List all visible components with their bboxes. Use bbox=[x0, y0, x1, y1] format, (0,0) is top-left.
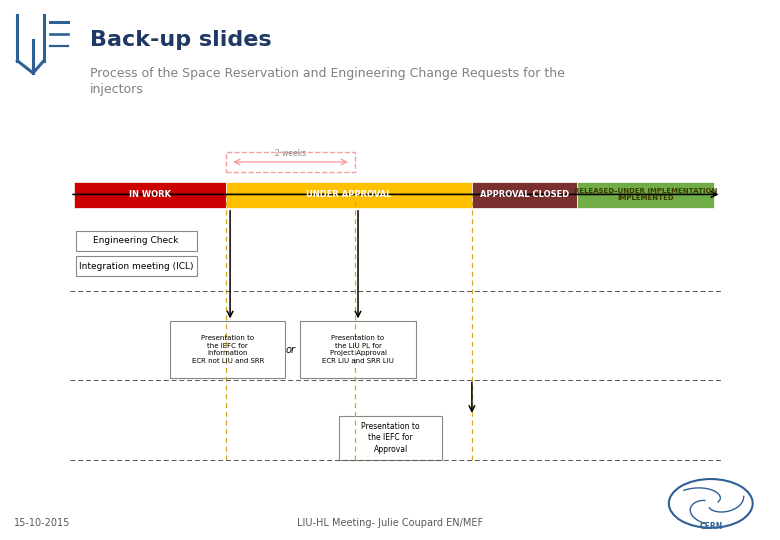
Bar bbox=[577, 182, 714, 208]
Text: CERN: CERN bbox=[699, 522, 722, 531]
Bar bbox=[226, 152, 355, 172]
Bar bbox=[472, 182, 577, 208]
Text: 2 weeks: 2 weeks bbox=[275, 148, 306, 158]
Text: APPROVAL CLOSED: APPROVAL CLOSED bbox=[480, 191, 569, 199]
Bar bbox=[74, 182, 226, 208]
Bar bbox=[226, 182, 472, 208]
Text: Engineering Check: Engineering Check bbox=[94, 237, 179, 245]
Text: Presentation to
the LIU PL for
Project Approval
ECR LIU and SRR LIU: Presentation to the LIU PL for Project A… bbox=[322, 335, 394, 364]
Bar bbox=[300, 321, 416, 378]
Bar bbox=[76, 256, 197, 276]
Text: 15-10-2015: 15-10-2015 bbox=[14, 518, 70, 528]
Text: Back-up slides: Back-up slides bbox=[90, 30, 271, 50]
Text: or: or bbox=[286, 345, 296, 355]
Text: Integration meeting (ICL): Integration meeting (ICL) bbox=[79, 262, 193, 271]
Text: IN WORK: IN WORK bbox=[129, 191, 171, 199]
Text: Process of the Space Reservation and Engineering Change Requests for the
injecto: Process of the Space Reservation and Eng… bbox=[90, 68, 565, 96]
Bar bbox=[339, 416, 442, 460]
Text: Presentation to
the IEFC for
Information
ECR not LIU and SRR: Presentation to the IEFC for Information… bbox=[192, 335, 264, 364]
Text: UNDER APPROVAL: UNDER APPROVAL bbox=[307, 191, 392, 199]
Bar bbox=[170, 321, 285, 378]
Bar bbox=[76, 231, 197, 251]
Text: RELEASED–UNDER IMPLEMENTATION
IMPLEMENTED: RELEASED–UNDER IMPLEMENTATION IMPLEMENTE… bbox=[574, 188, 717, 201]
Text: LIU-HL Meeting- Julie Coupard EN/MEF: LIU-HL Meeting- Julie Coupard EN/MEF bbox=[297, 518, 483, 528]
Text: Presentation to
the IEFC for
Approval: Presentation to the IEFC for Approval bbox=[361, 422, 420, 454]
